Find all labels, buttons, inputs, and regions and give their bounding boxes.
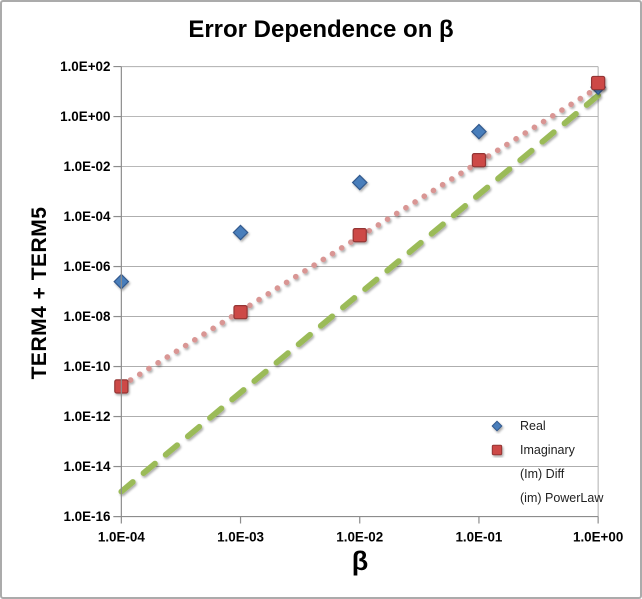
- legend-item: Imaginary: [479, 438, 603, 462]
- legend-item: (Im) Diff: [479, 462, 603, 486]
- legend-item: (im) PowerLaw: [479, 486, 603, 510]
- x-tick-label: 1.0E-04: [98, 529, 145, 544]
- real-data-point: [232, 224, 249, 241]
- series-layer: [113, 75, 607, 495]
- tick-label-layer: 1.0E+02 1.0E+00 1.0E-02 1.0E-04 1.0E-06 1.0E-…: [60, 59, 623, 544]
- imaginary-data-point: [590, 75, 606, 91]
- legend: Real Imaginary (Im) Diff (im) PowerLaw: [479, 414, 603, 510]
- x-tick-label: 1.0E-02: [336, 529, 383, 544]
- legend-dots-icon: [479, 490, 515, 506]
- y-tick-label: 1.0E+02: [60, 59, 110, 74]
- imaginary-data-point: [352, 228, 367, 243]
- legend-label: Imaginary: [520, 443, 575, 457]
- axis-layer: [113, 65, 599, 524]
- series-diff-line: [118, 92, 602, 495]
- real-data-point: [351, 174, 368, 191]
- imaginary-data-point: [233, 304, 248, 320]
- legend-item: Real: [479, 414, 603, 438]
- legend-label: (Im) Diff: [520, 467, 565, 481]
- legend-label: (im) PowerLaw: [520, 491, 604, 505]
- legend-dash-icon: [479, 466, 515, 482]
- x-tick-label: 1.0E+00: [573, 529, 623, 544]
- legend-square-icon: [479, 442, 515, 458]
- x-axis-title: β: [351, 546, 369, 576]
- real-data-point: [470, 123, 487, 140]
- legend-diamond-shape: [491, 420, 503, 432]
- y-tick-label: 1.0E-16: [64, 509, 111, 524]
- legend-diamond-icon: [479, 418, 515, 434]
- chart-title: Error Dependence on β: [188, 16, 454, 43]
- imaginary-data-point: [471, 153, 487, 168]
- y-tick-label: 1.0E-08: [64, 309, 111, 324]
- y-tick-label: 1.0E-10: [64, 359, 111, 374]
- legend-label: Real: [520, 419, 546, 433]
- y-tick-label: 1.0E-12: [64, 409, 111, 424]
- legend-square-shape: [491, 444, 503, 456]
- y-tick-label: 1.0E-02: [64, 159, 111, 174]
- x-tick-label: 1.0E-03: [217, 529, 264, 544]
- y-tick-label: 1.0E+00: [60, 109, 110, 124]
- y-tick-label: 1.0E-04: [64, 209, 111, 224]
- y-tick-label: 1.0E-14: [64, 459, 111, 474]
- y-tick-label: 1.0E-06: [64, 259, 111, 274]
- x-tick-label: 1.0E-01: [455, 529, 502, 544]
